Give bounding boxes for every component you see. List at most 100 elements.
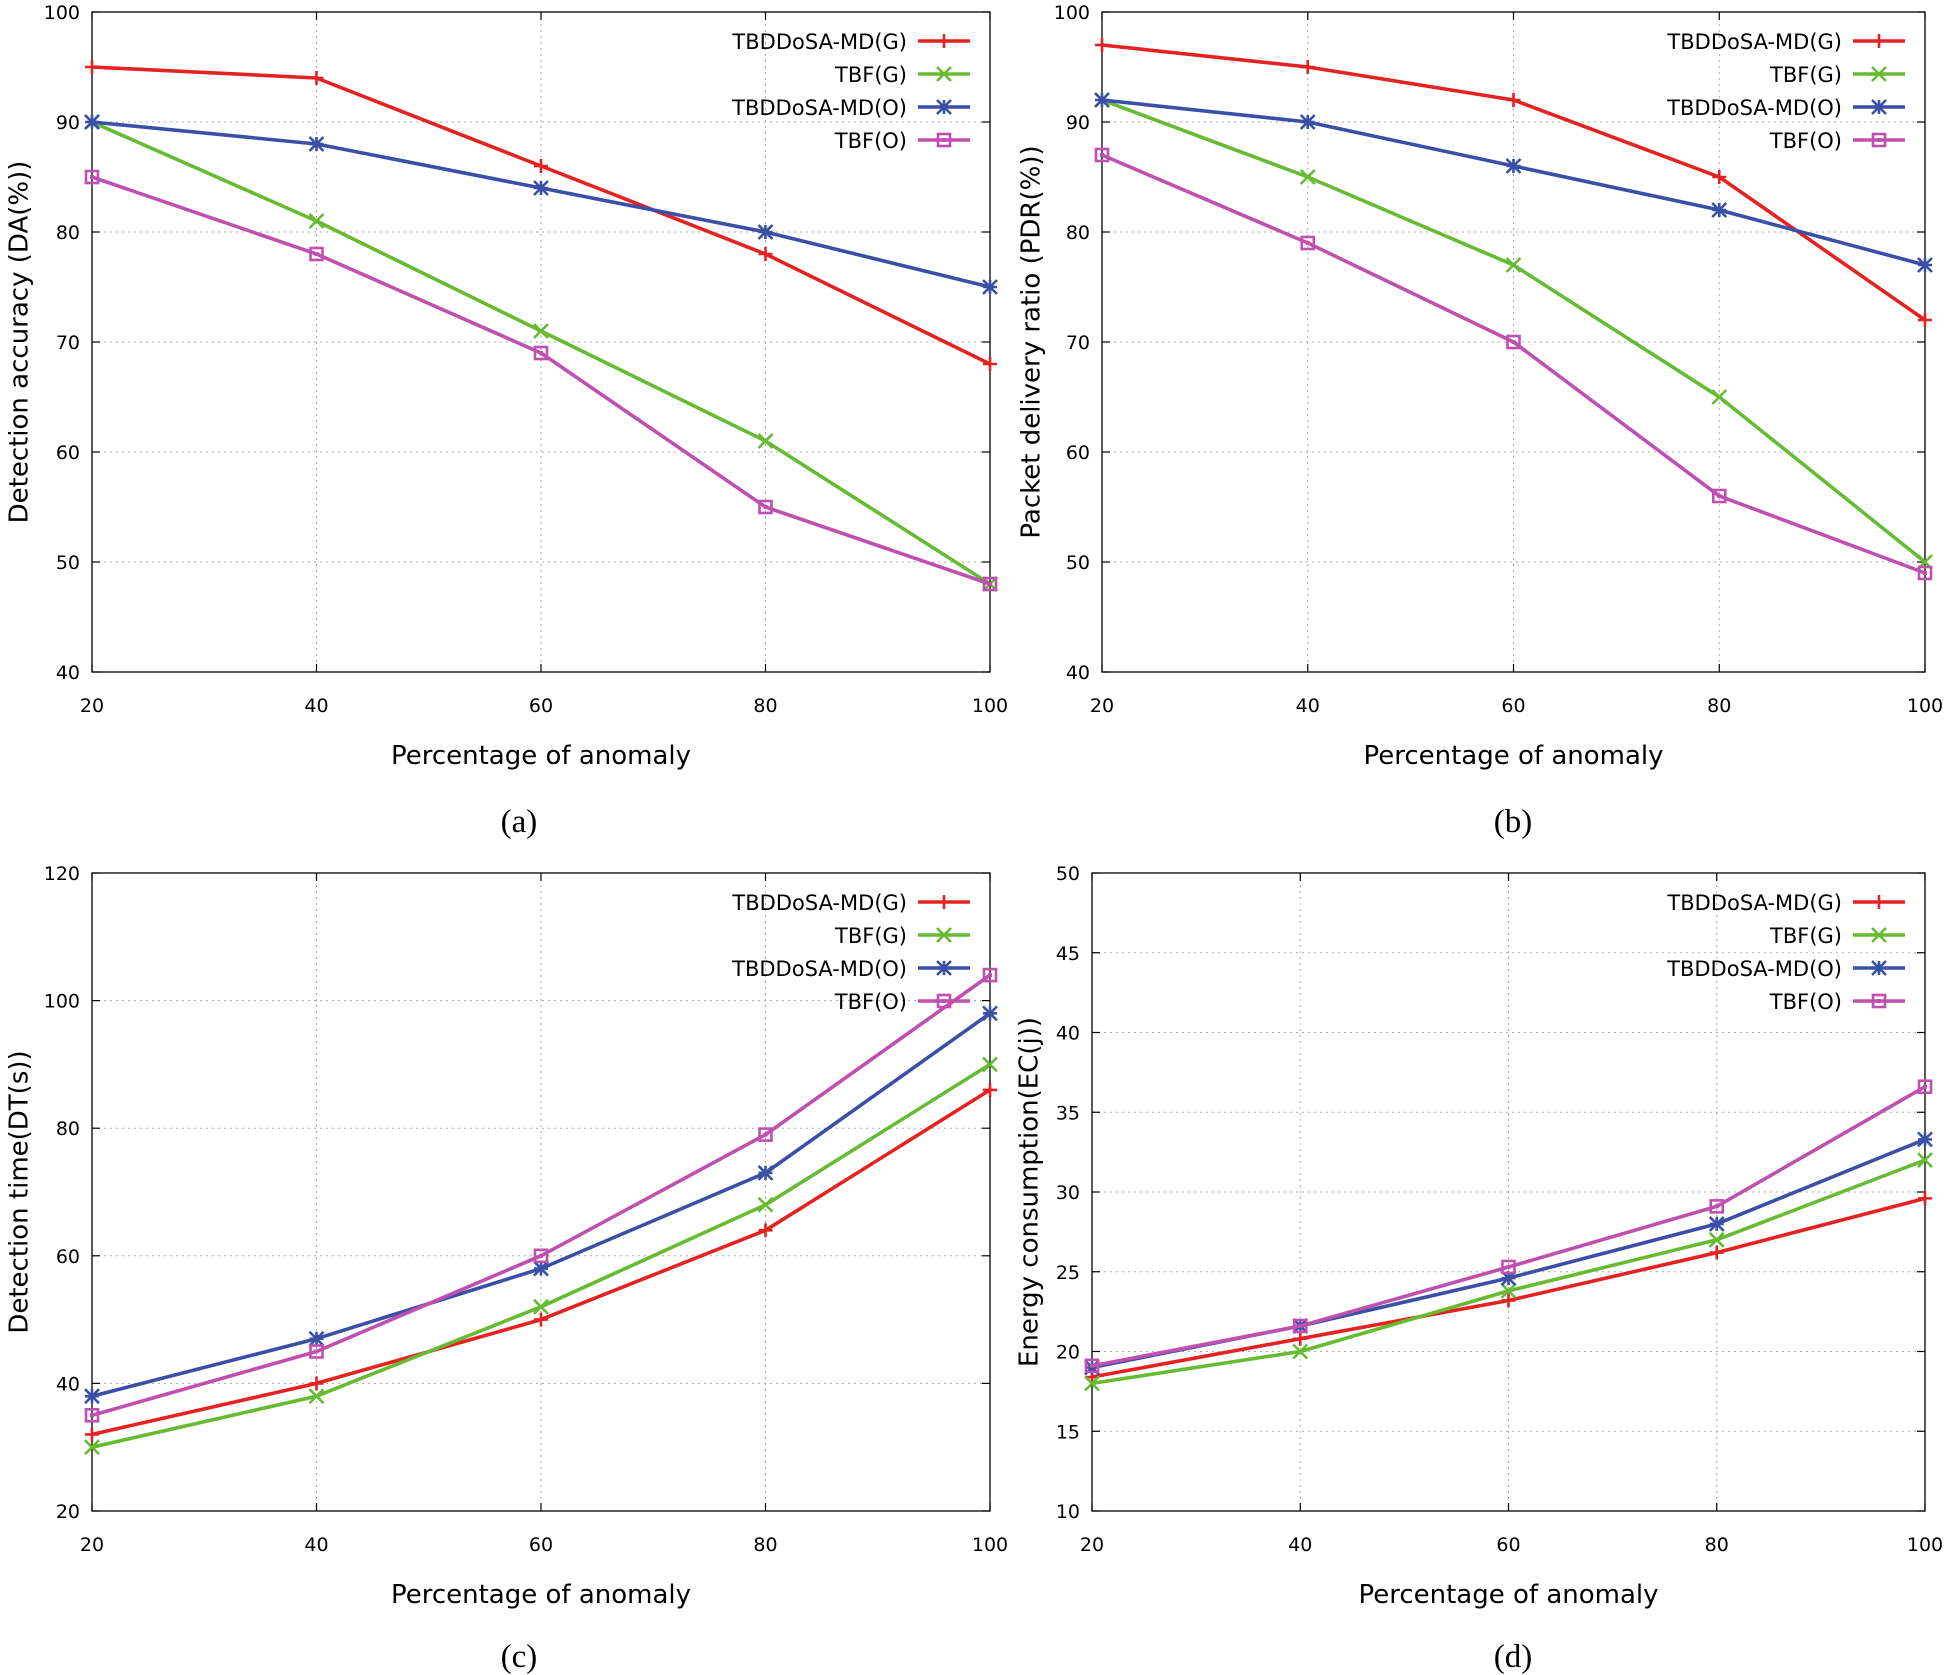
- legend-marker: [1871, 99, 1887, 115]
- legend-marker: [1872, 895, 1886, 909]
- series-star: [1094, 92, 1933, 273]
- data-point: [534, 159, 548, 173]
- y-tick-label: 20: [56, 1501, 80, 1523]
- legend-marker-dot: [942, 138, 946, 142]
- data-point: [758, 1127, 773, 1142]
- x-tick-label: 100: [972, 1534, 1008, 1556]
- data-point-dot: [763, 1132, 768, 1137]
- data-point: [1709, 1245, 1724, 1260]
- x-tick-label: 20: [80, 695, 104, 717]
- y-tick-label: 15: [1056, 1421, 1080, 1443]
- data-point: [1917, 1131, 1933, 1148]
- series-square: [1094, 147, 1933, 581]
- data-point: [1293, 1331, 1308, 1346]
- data-point: [1292, 1318, 1308, 1334]
- series-square: [1084, 1079, 1933, 1374]
- y-tick-label: 90: [1066, 112, 1090, 134]
- data-point-dot: [1511, 340, 1516, 344]
- data-point: [308, 1330, 325, 1347]
- chart-caption: (d): [1494, 1639, 1532, 1675]
- data-point: [1506, 334, 1521, 350]
- y-tick-label: 70: [1066, 332, 1090, 354]
- legend-label: TBF(O): [1769, 990, 1842, 1014]
- data-point-dot: [1100, 153, 1104, 157]
- series-plus: [1095, 38, 1932, 327]
- x-tick-label: 40: [304, 695, 328, 717]
- legend-marker: [937, 34, 951, 48]
- data-point-dot: [90, 1413, 94, 1418]
- data-point: [1299, 169, 1316, 185]
- data-point: [758, 499, 773, 515]
- y-tick-label: 60: [1066, 442, 1090, 464]
- data-point: [758, 1223, 773, 1238]
- series-square: [84, 967, 998, 1423]
- legend-label: TBF(O): [834, 990, 907, 1014]
- y-tick-label: 120: [44, 863, 80, 885]
- x-tick-label: 100: [972, 695, 1008, 717]
- y-tick-label: 20: [1056, 1342, 1080, 1364]
- series-plus: [85, 1082, 997, 1442]
- data-point-dot: [90, 175, 94, 179]
- data-point: [1094, 92, 1110, 108]
- legend-marker-dot: [942, 999, 946, 1003]
- x-axis-label: Percentage of anomaly: [1358, 1580, 1658, 1610]
- series-plus: [85, 60, 997, 371]
- x-tick-label: 60: [1501, 695, 1525, 717]
- y-tick-label: 50: [1056, 863, 1080, 885]
- legend-label: TBDDoSA-MD(O): [731, 96, 907, 120]
- data-point: [308, 136, 325, 152]
- data-point: [982, 576, 998, 592]
- legend-marker: [1871, 960, 1887, 976]
- data-point: [308, 213, 325, 229]
- legend-label: TBDDoSA-MD(O): [1666, 957, 1842, 981]
- series-star: [84, 114, 998, 295]
- legend-label: TBDDoSA-MD(G): [1666, 30, 1842, 54]
- y-tick-label: 60: [56, 1246, 80, 1268]
- y-axis-label: Detection accuracy (DA(%)): [5, 161, 35, 524]
- data-point: [1299, 114, 1316, 130]
- data-point: [534, 1312, 548, 1327]
- data-point: [533, 323, 549, 339]
- data-point-dot: [1714, 1204, 1719, 1209]
- series-cross: [1084, 1152, 1933, 1392]
- y-tick-label: 35: [1056, 1102, 1080, 1124]
- data-point: [1709, 1199, 1725, 1214]
- data-point: [1506, 93, 1521, 107]
- data-point: [1708, 1215, 1725, 1232]
- data-point: [1711, 202, 1728, 218]
- data-point: [1917, 1152, 1933, 1169]
- x-tick-label: 100: [1907, 1534, 1943, 1556]
- x-tick-label: 100: [1907, 695, 1943, 717]
- data-point: [1918, 313, 1932, 327]
- chart-caption: (c): [501, 1639, 538, 1675]
- y-tick-label: 40: [1066, 662, 1090, 684]
- data-point: [1501, 1293, 1516, 1308]
- data-point: [1505, 257, 1522, 273]
- data-point: [1300, 235, 1316, 251]
- data-point: [1711, 488, 1727, 504]
- x-axis-label: Percentage of anomaly: [1363, 741, 1663, 771]
- legend-marker: [936, 66, 952, 82]
- y-tick-label: 30: [1056, 1182, 1080, 1204]
- chart-caption: (a): [501, 804, 538, 840]
- data-point: [1084, 1375, 1100, 1392]
- series-cross: [84, 1056, 998, 1456]
- data-point: [757, 433, 774, 449]
- series-star: [84, 1005, 998, 1405]
- y-tick-label: 45: [1056, 943, 1080, 965]
- data-point: [1917, 257, 1933, 273]
- x-tick-label: 60: [529, 1534, 553, 1556]
- x-axis-label: Percentage of anomaly: [391, 1580, 691, 1610]
- x-tick-label: 60: [529, 695, 553, 717]
- data-point: [982, 967, 998, 983]
- chart-d: 20 40 60 80 100 10 15 20 25 30 35 40 45 50 Percentage …: [1015, 863, 1944, 1675]
- x-tick-label: 80: [1707, 695, 1731, 717]
- x-tick-label: 40: [304, 1534, 328, 1556]
- x-axis-label: Percentage of anomaly: [391, 741, 691, 771]
- data-point: [1708, 1231, 1725, 1248]
- y-tick-label: 90: [56, 112, 80, 134]
- x-tick-label: 80: [753, 1534, 777, 1556]
- y-tick-label: 100: [44, 991, 80, 1013]
- data-point: [309, 71, 324, 85]
